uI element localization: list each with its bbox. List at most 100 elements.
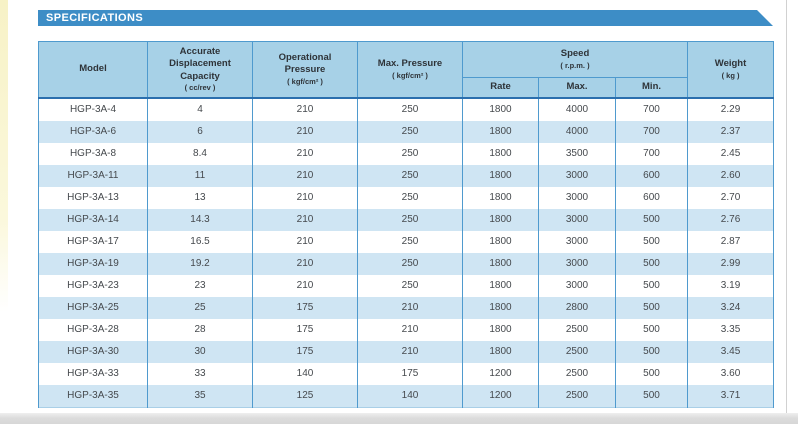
cell-max-pressure: 210 bbox=[357, 340, 463, 363]
cell-max-pressure: 250 bbox=[357, 142, 463, 165]
col-header-capacity-label: Accurate Displacement Capacity bbox=[169, 45, 231, 82]
cell-max-pressure: 250 bbox=[357, 164, 463, 187]
col-header-operational-pressure: Operational Pressure ( kgf/cm² ) bbox=[252, 41, 358, 98]
cell-capacity: 25 bbox=[147, 296, 253, 319]
table-row: HGP-3A-8 8.4 210 250 1800 3500 700 2.45 bbox=[38, 142, 775, 165]
cell-model: HGP-3A-17 bbox=[38, 230, 148, 253]
specifications-title-bar: SPECIFICATIONS bbox=[38, 10, 773, 26]
cell-capacity: 16.5 bbox=[147, 230, 253, 253]
cell-max: 3000 bbox=[538, 164, 616, 187]
table-row: HGP-3A-13 13 210 250 1800 3000 600 2.70 bbox=[38, 186, 775, 209]
cell-weight: 2.29 bbox=[687, 97, 775, 121]
cell-op-pressure: 125 bbox=[252, 384, 358, 407]
cell-rate: 1800 bbox=[462, 340, 539, 363]
cell-op-pressure: 210 bbox=[252, 230, 358, 253]
cell-capacity: 19.2 bbox=[147, 252, 253, 275]
cell-min: 600 bbox=[614, 186, 689, 209]
cell-min: 700 bbox=[614, 142, 689, 165]
cell-weight: 3.35 bbox=[687, 318, 775, 341]
col-header-speed-unit: ( r.p.m. ) bbox=[560, 60, 590, 70]
table-row: HGP-3A-28 28 175 210 1800 2500 500 3.35 bbox=[38, 318, 775, 341]
scan-edge-right-line bbox=[786, 0, 787, 413]
cell-op-pressure: 140 bbox=[252, 362, 358, 385]
table-row: HGP-3A-30 30 175 210 1800 2500 500 3.45 bbox=[38, 340, 775, 363]
cell-weight: 2.99 bbox=[687, 252, 775, 275]
col-header-capacity: Accurate Displacement Capacity ( cc/rev … bbox=[147, 41, 253, 98]
col-header-capacity-unit: ( cc/rev ) bbox=[184, 82, 216, 92]
cell-capacity: 11 bbox=[147, 164, 253, 187]
table-row: HGP-3A-14 14.3 210 250 1800 3000 500 2.76 bbox=[38, 208, 775, 231]
cell-max-pressure: 250 bbox=[357, 230, 463, 253]
cell-model: HGP-3A-8 bbox=[38, 142, 148, 165]
cell-min: 600 bbox=[614, 164, 689, 187]
cell-rate: 1200 bbox=[462, 384, 539, 407]
cell-model: HGP-3A-14 bbox=[38, 208, 148, 231]
col-header-weight-label: Weight bbox=[714, 58, 747, 70]
cell-weight: 3.19 bbox=[687, 274, 775, 297]
col-header-speed-label: Speed bbox=[560, 48, 590, 60]
cell-op-pressure: 210 bbox=[252, 208, 358, 231]
cell-model: HGP-3A-30 bbox=[38, 340, 148, 363]
col-header-speed-rate: Rate bbox=[462, 77, 539, 98]
cell-min: 500 bbox=[614, 208, 689, 231]
cell-min: 500 bbox=[614, 252, 689, 275]
cell-model: HGP-3A-33 bbox=[38, 362, 148, 385]
col-header-max-pressure-label: Max. Pressure bbox=[377, 58, 443, 70]
col-header-max-pressure: Max. Pressure ( kgf/cm² ) bbox=[357, 41, 463, 98]
cell-max: 2500 bbox=[538, 340, 616, 363]
cell-weight: 2.45 bbox=[687, 142, 775, 165]
col-header-max-pressure-unit: ( kgf/cm² ) bbox=[392, 70, 428, 80]
table-row: HGP-3A-4 4 210 250 1800 4000 700 2.29 bbox=[38, 97, 775, 121]
cell-model: HGP-3A-25 bbox=[38, 296, 148, 319]
col-header-speed-max-label: Max. bbox=[566, 81, 588, 93]
cell-op-pressure: 210 bbox=[252, 164, 358, 187]
cell-max-pressure: 250 bbox=[357, 186, 463, 209]
cell-rate: 1800 bbox=[462, 252, 539, 275]
cell-weight: 2.76 bbox=[687, 208, 775, 231]
cell-rate: 1800 bbox=[462, 230, 539, 253]
col-header-operational-pressure-label: Operational Pressure bbox=[278, 52, 332, 76]
cell-weight: 2.70 bbox=[687, 186, 775, 209]
col-header-weight: Weight ( kg ) bbox=[687, 41, 775, 98]
cell-op-pressure: 175 bbox=[252, 340, 358, 363]
cell-capacity: 28 bbox=[147, 318, 253, 341]
cell-capacity: 13 bbox=[147, 186, 253, 209]
cell-max: 3000 bbox=[538, 186, 616, 209]
cell-weight: 2.37 bbox=[687, 120, 775, 143]
col-header-speed: Speed ( r.p.m. ) bbox=[461, 41, 689, 78]
scan-edge-bottom bbox=[0, 413, 798, 424]
cell-weight: 3.45 bbox=[687, 340, 775, 363]
cell-model: HGP-3A-19 bbox=[38, 252, 148, 275]
cell-op-pressure: 210 bbox=[252, 274, 358, 297]
cell-min: 500 bbox=[614, 362, 689, 385]
cell-max-pressure: 250 bbox=[357, 97, 463, 121]
cell-capacity: 8.4 bbox=[147, 142, 253, 165]
col-header-operational-pressure-unit: ( kgf/cm² ) bbox=[287, 76, 323, 86]
table-row: HGP-3A-19 19.2 210 250 1800 3000 500 2.99 bbox=[38, 252, 775, 275]
cell-capacity: 33 bbox=[147, 362, 253, 385]
cell-min: 500 bbox=[614, 296, 689, 319]
cell-op-pressure: 210 bbox=[252, 252, 358, 275]
cell-model: HGP-3A-13 bbox=[38, 186, 148, 209]
cell-min: 500 bbox=[614, 384, 689, 407]
cell-min: 500 bbox=[614, 274, 689, 297]
cell-rate: 1800 bbox=[462, 208, 539, 231]
scan-edge-left bbox=[0, 0, 8, 312]
cell-max-pressure: 210 bbox=[357, 296, 463, 319]
cell-rate: 1800 bbox=[462, 120, 539, 143]
cell-capacity: 35 bbox=[147, 384, 253, 407]
cell-max: 2500 bbox=[538, 318, 616, 341]
cell-rate: 1800 bbox=[462, 186, 539, 209]
cell-rate: 1800 bbox=[462, 296, 539, 319]
cell-rate: 1800 bbox=[462, 164, 539, 187]
cell-model: HGP-3A-28 bbox=[38, 318, 148, 341]
cell-max-pressure: 250 bbox=[357, 120, 463, 143]
cell-rate: 1200 bbox=[462, 362, 539, 385]
cell-weight: 3.71 bbox=[687, 384, 775, 407]
cell-op-pressure: 210 bbox=[252, 97, 358, 121]
table-row: HGP-3A-17 16.5 210 250 1800 3000 500 2.87 bbox=[38, 230, 775, 253]
cell-model: HGP-3A-35 bbox=[38, 384, 148, 407]
cell-model: HGP-3A-23 bbox=[38, 274, 148, 297]
cell-min: 700 bbox=[614, 97, 689, 121]
